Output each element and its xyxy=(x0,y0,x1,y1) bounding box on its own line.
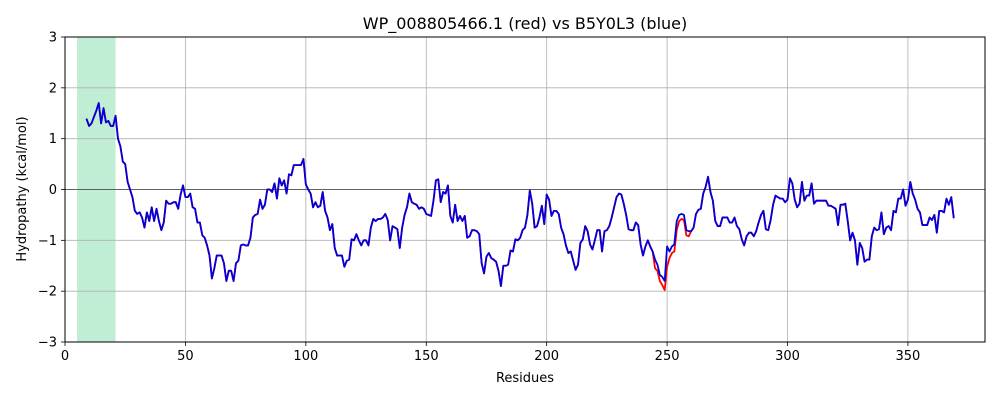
y-tick-label: −2 xyxy=(38,285,57,300)
y-tick-label: 3 xyxy=(49,31,57,46)
x-tick-label: 50 xyxy=(177,349,194,364)
x-tick-label: 200 xyxy=(534,349,559,364)
x-tick-label: 250 xyxy=(655,349,680,364)
x-tick-label: 0 xyxy=(61,349,69,364)
chart-title: WP_008805466.1 (red) vs B5Y0L3 (blue) xyxy=(363,14,687,34)
x-tick-label: 100 xyxy=(293,349,318,364)
series-line-red xyxy=(85,102,955,292)
series-line-blue xyxy=(85,102,955,287)
y-tick-label: −3 xyxy=(38,336,57,351)
y-axis-label: Hydropathy (kcal/mol) xyxy=(15,116,30,261)
x-tick-label: 300 xyxy=(775,349,800,364)
x-tick-label: 150 xyxy=(414,349,439,364)
x-tick-label: 350 xyxy=(896,349,921,364)
y-tick-label: −1 xyxy=(38,234,57,249)
y-tick-label: 0 xyxy=(49,183,57,198)
y-tick-label: 1 xyxy=(49,132,57,147)
y-tick-label: 2 xyxy=(49,81,57,96)
x-axis-label: Residues xyxy=(496,371,554,386)
